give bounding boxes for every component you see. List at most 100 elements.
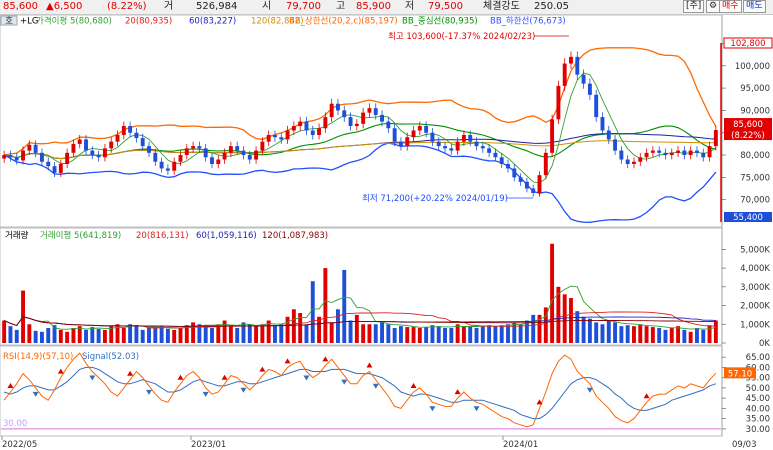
- candle-body: [65, 152, 70, 164]
- low-label: 저: [405, 1, 415, 12]
- volume-legend-item: 120(1,087,983): [262, 231, 328, 241]
- volume-bar: [461, 326, 466, 343]
- stock-chart[interactable]: 105,000100,00095,00090,00085,00080,00075…: [0, 15, 773, 450]
- current-price: 85,600: [3, 1, 38, 12]
- volume-bar: [298, 313, 303, 343]
- candle-body: [506, 163, 510, 169]
- candle-body: [323, 117, 328, 129]
- candle-body: [455, 141, 460, 151]
- volume-bar: [587, 318, 592, 343]
- candle-body: [21, 150, 25, 161]
- sell-button[interactable]: 매도: [743, 0, 766, 13]
- price-tick-label: 70,000: [740, 196, 770, 206]
- volume-bar: [159, 326, 164, 343]
- candle-body: [518, 177, 523, 182]
- candle-body: [2, 155, 7, 159]
- rsi-tick-label: 55.00: [746, 374, 770, 384]
- rsi-current-label: 57.10: [728, 369, 752, 379]
- price-legend-item: BB_상한선(20,2,c)(85,197): [289, 16, 398, 27]
- volume-bar: [405, 327, 410, 343]
- candle-body: [688, 150, 693, 156]
- volume-bar: [39, 331, 44, 343]
- volume-bar: [58, 329, 63, 343]
- top-price-box: [723, 37, 773, 49]
- candle-body: [480, 146, 485, 149]
- volume-bar: [84, 329, 88, 343]
- candle-body: [8, 155, 13, 158]
- gear-icon[interactable]: ⚙: [706, 0, 721, 13]
- candle-body: [543, 152, 548, 176]
- volume-bar: [197, 324, 202, 343]
- volume-legend-item: 거래량: [5, 230, 29, 241]
- volume-bar: [531, 314, 536, 343]
- candle-body: [39, 152, 44, 162]
- candle-body: [128, 126, 133, 133]
- volume-bar: [707, 325, 712, 343]
- candle-body: [109, 141, 114, 149]
- candle-body: [285, 130, 290, 140]
- candle-body: [625, 159, 630, 164]
- x-axis: 2022/05 2023/01 2024/01 09/03: [1, 436, 757, 450]
- volume-bar: [304, 324, 309, 343]
- candle-body: [556, 85, 561, 120]
- candle-body: [266, 134, 271, 142]
- volume-bar: [147, 328, 151, 343]
- x-tick-label: 09/03: [732, 440, 757, 450]
- unit-button[interactable]: [주]: [683, 0, 705, 13]
- candle-body: [310, 130, 315, 135]
- candle-body: [298, 121, 303, 127]
- candle-body: [260, 141, 265, 151]
- price-tick-label: 100,000: [735, 62, 770, 72]
- rsi-buy-arrow: [7, 383, 14, 388]
- rsi-sell-arrow: [240, 387, 247, 393]
- buy-button[interactable]: 매수: [719, 0, 742, 13]
- candle-body: [499, 157, 504, 164]
- candle-body: [569, 56, 573, 64]
- candle-body: [575, 56, 580, 75]
- candle-body: [90, 150, 95, 156]
- candle-body: [159, 161, 164, 169]
- volume-bar: [493, 326, 498, 343]
- volume-bar: [222, 320, 227, 343]
- volume-bar: [657, 328, 662, 343]
- candle-body: [304, 121, 309, 131]
- rsi-legend-item: Signal(52.03): [82, 352, 139, 362]
- volume-bar: [556, 286, 561, 343]
- candle-body: [417, 126, 422, 131]
- candle-body: [210, 157, 214, 164]
- ma5-line: [4, 72, 717, 184]
- low-value: 79,500: [428, 1, 463, 12]
- candle-body: [222, 152, 227, 160]
- volume-bar: [701, 329, 706, 343]
- volume-bar: [260, 324, 265, 343]
- bottom-price-box: [724, 212, 772, 222]
- strength-value: 250.05: [534, 1, 569, 12]
- candle-body: [411, 130, 416, 138]
- volume-bar: [688, 331, 693, 343]
- rsi-buy-arrow: [454, 389, 461, 395]
- volume-bar: [115, 324, 120, 343]
- candle-body: [619, 150, 624, 160]
- top-price-label: 102,800: [730, 39, 765, 49]
- volume-bar: [228, 326, 233, 343]
- volume-bar: [695, 328, 699, 343]
- candle-body: [606, 130, 611, 140]
- candle-body: [669, 152, 674, 156]
- candle-body: [140, 138, 145, 147]
- volume-bar: [436, 326, 441, 343]
- volume-tick-label: 2,000K: [740, 302, 770, 312]
- candle-body: [46, 161, 51, 167]
- candle-body: [537, 175, 542, 193]
- volume-legend-item: 20(816,131): [136, 231, 189, 241]
- volume-bar: [499, 325, 504, 343]
- volume-bar: [102, 329, 107, 343]
- rsi-buy-arrow: [322, 356, 329, 362]
- volume-bar: [279, 324, 284, 343]
- volume-bar: [524, 320, 529, 343]
- quote-header: 85,600 ▲6,500 (8.22%) 거 526,984 시 79,700…: [0, 0, 773, 15]
- rsi-tick-label: 50.00: [746, 384, 770, 394]
- rsi-tick-label: 40.00: [746, 404, 770, 414]
- candle-body: [398, 141, 403, 147]
- rsi-buy-arrow: [410, 383, 417, 388]
- volume-bar: [310, 281, 315, 343]
